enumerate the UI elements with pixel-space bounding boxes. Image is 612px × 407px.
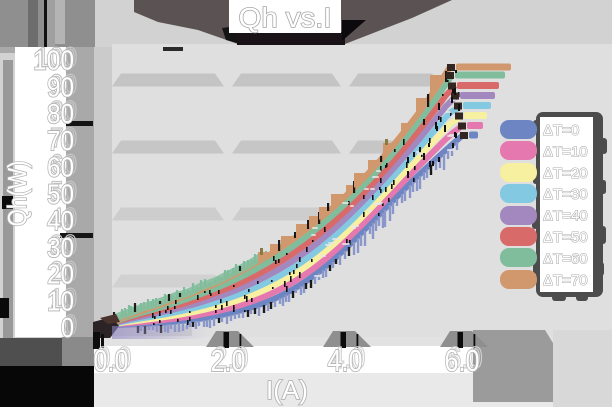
svg-text:60: 60: [50, 149, 77, 180]
svg-text:ΔT=60: ΔT=60: [543, 250, 588, 267]
svg-text:I(A): I(A): [266, 375, 308, 405]
svg-text:4.0: 4.0: [328, 344, 363, 378]
svg-text:0.0: 0.0: [94, 344, 129, 378]
svg-text:ΔT=0: ΔT=0: [543, 122, 579, 139]
svg-text:10: 10: [50, 282, 77, 313]
svg-text:0.0: 0.0: [97, 341, 132, 375]
svg-text:50: 50: [50, 175, 77, 206]
svg-text:90: 90: [47, 71, 74, 102]
svg-text:Qh(W): Qh(W): [2, 161, 32, 227]
svg-text:20: 20: [47, 259, 74, 290]
svg-text:70: 70: [47, 125, 74, 156]
svg-text:40: 40: [50, 202, 77, 233]
svg-text:10: 10: [47, 285, 74, 316]
svg-text:80: 80: [47, 98, 74, 129]
svg-text:0: 0: [64, 309, 77, 340]
svg-text:6.0: 6.0: [448, 341, 483, 375]
svg-text:30: 30: [47, 232, 74, 263]
svg-text:ΔT=40: ΔT=40: [543, 208, 588, 225]
svg-text:Qh vs.I: Qh vs.I: [239, 2, 332, 33]
svg-text:ΔT=20: ΔT=20: [543, 165, 588, 182]
svg-text:6.0: 6.0: [445, 344, 480, 378]
svg-text:50: 50: [47, 178, 74, 209]
svg-text:0: 0: [61, 312, 74, 343]
svg-text:ΔT=50: ΔT=50: [543, 229, 588, 246]
svg-text:ΔT=30: ΔT=30: [543, 186, 588, 203]
svg-text:ΔT=10: ΔT=10: [543, 143, 588, 160]
svg-text:40: 40: [47, 205, 74, 236]
svg-text:90: 90: [50, 68, 77, 99]
svg-text:4.0: 4.0: [331, 341, 366, 375]
svg-text:2.0: 2.0: [214, 341, 249, 375]
svg-text:70: 70: [50, 122, 77, 153]
svg-text:60: 60: [47, 152, 74, 183]
svg-text:30: 30: [50, 229, 77, 260]
svg-text:ΔT=70: ΔT=70: [543, 272, 588, 289]
svg-text:2.0: 2.0: [211, 344, 246, 378]
svg-text:80: 80: [50, 95, 77, 126]
svg-text:100: 100: [33, 45, 74, 76]
svg-text:20: 20: [50, 256, 77, 287]
svg-text:100: 100: [36, 42, 77, 73]
